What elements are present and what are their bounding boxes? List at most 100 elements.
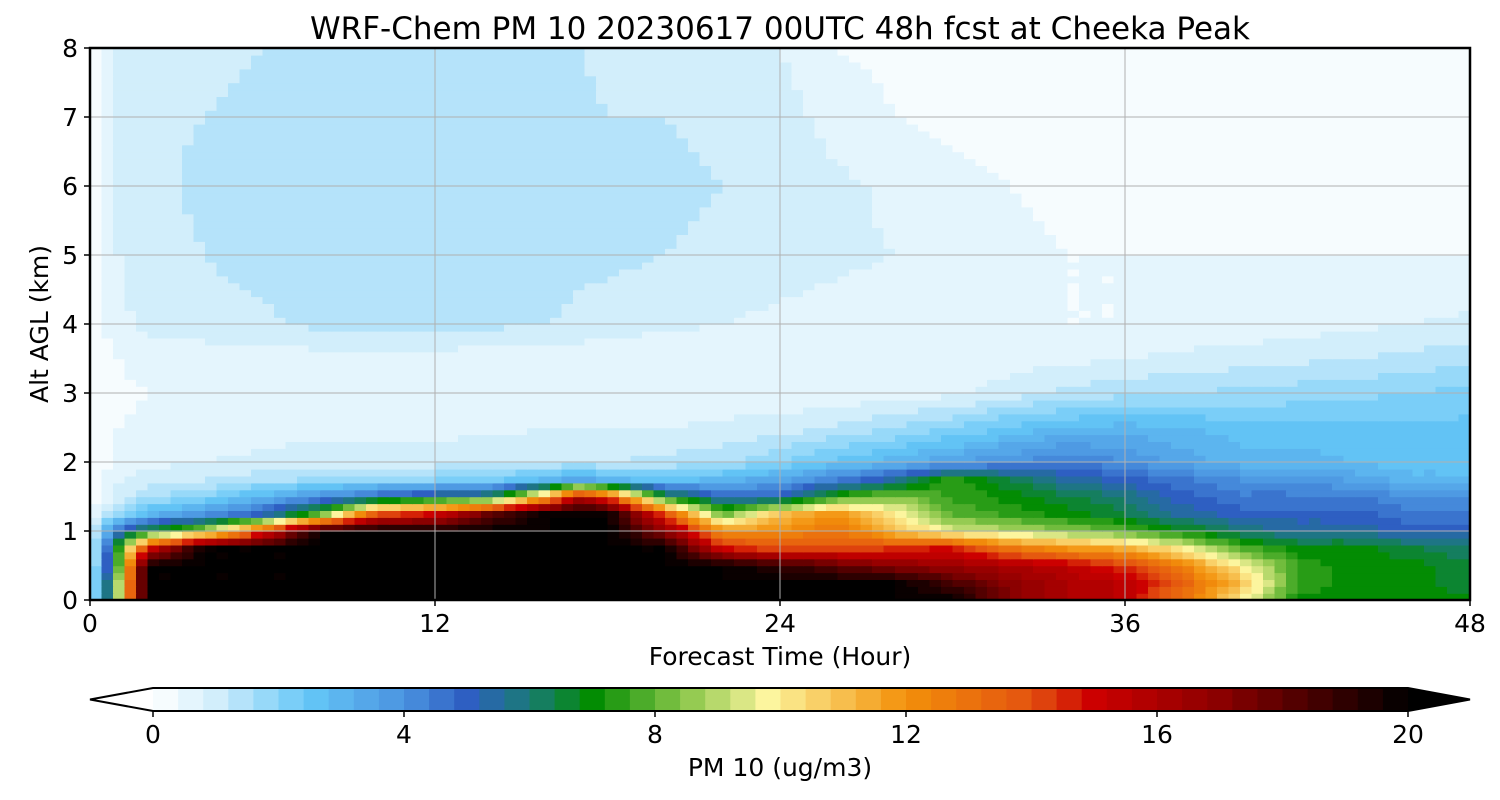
- heatmap-cell: [159, 393, 172, 401]
- heatmap-cell: [1412, 330, 1425, 339]
- heatmap-cell: [1286, 482, 1299, 491]
- heatmap-cell: [1056, 565, 1069, 574]
- heatmap-cell: [136, 579, 149, 587]
- heatmap-cell: [423, 531, 436, 539]
- heatmap-cell: [676, 579, 689, 587]
- heatmap-cell: [446, 310, 459, 318]
- heatmap-cell: [699, 434, 712, 442]
- heatmap-cell: [492, 510, 505, 518]
- heatmap-cell: [1435, 475, 1448, 484]
- heatmap-cell: [998, 324, 1011, 332]
- heatmap-cell: [159, 420, 172, 429]
- heatmap-cell: [780, 482, 793, 491]
- heatmap-cell: [400, 475, 413, 484]
- heatmap-cell: [987, 510, 1000, 518]
- heatmap-cell: [1044, 324, 1057, 332]
- heatmap-cell: [136, 365, 149, 373]
- heatmap-cell: [929, 420, 942, 429]
- heatmap-cell: [285, 344, 298, 353]
- heatmap-cell: [492, 517, 505, 525]
- heatmap-cell: [1297, 420, 1310, 429]
- heatmap-cell: [895, 365, 908, 373]
- heatmap-cell: [665, 310, 678, 318]
- heatmap-cell: [1102, 537, 1115, 546]
- heatmap-cell: [469, 406, 482, 415]
- heatmap-cell: [90, 372, 103, 380]
- heatmap-cell: [964, 565, 977, 574]
- heatmap-cell: [734, 524, 747, 532]
- heatmap-cell: [745, 482, 758, 491]
- heatmap-cell: [584, 482, 597, 491]
- heatmap-cell: [331, 330, 344, 339]
- heatmap-cell: [90, 551, 103, 560]
- heatmap-cell: [768, 358, 781, 367]
- heatmap-cell: [389, 544, 402, 553]
- heatmap-cell: [1297, 544, 1310, 553]
- heatmap-cell: [998, 517, 1011, 525]
- heatmap-cell: [182, 441, 195, 449]
- heatmap-cell: [860, 351, 873, 360]
- heatmap-cell: [1102, 503, 1115, 511]
- heatmap-cell: [90, 324, 103, 332]
- heatmap-cell: [251, 496, 264, 505]
- heatmap-cell: [791, 420, 804, 429]
- heatmap-cell: [1263, 351, 1276, 360]
- heatmap-cell: [1113, 351, 1126, 360]
- heatmap-cell: [1343, 386, 1356, 394]
- heatmap-cell: [170, 386, 183, 394]
- heatmap-cell: [1056, 365, 1069, 373]
- heatmap-cell: [1136, 358, 1149, 367]
- heatmap-cell: [1090, 448, 1103, 456]
- heatmap-cell: [1366, 448, 1379, 456]
- heatmap-cell: [1159, 455, 1172, 463]
- heatmap-cell: [745, 358, 758, 367]
- heatmap-cell: [1343, 420, 1356, 429]
- heatmap-cell: [1205, 462, 1218, 470]
- heatmap-cell: [412, 337, 425, 346]
- heatmap-cell: [377, 544, 390, 553]
- heatmap-cell: [998, 468, 1011, 477]
- heatmap-cell: [814, 517, 827, 525]
- heatmap-cell: [1079, 337, 1092, 346]
- heatmap-cell: [975, 482, 988, 491]
- heatmap-cell: [1136, 406, 1149, 415]
- heatmap-cell: [596, 324, 609, 332]
- heatmap-cell: [929, 462, 942, 470]
- heatmap-cell: [1171, 434, 1184, 442]
- heatmap-cell: [170, 565, 183, 574]
- heatmap-cell: [872, 310, 885, 318]
- heatmap-cell: [814, 531, 827, 539]
- heatmap-cell: [1240, 517, 1253, 525]
- heatmap-cell: [1309, 441, 1322, 449]
- heatmap-cell: [297, 379, 310, 387]
- heatmap-cell: [239, 441, 252, 449]
- heatmap-cell: [1401, 379, 1414, 387]
- heatmap-cell: [987, 344, 1000, 353]
- heatmap-cell: [1458, 324, 1470, 332]
- heatmap-cell: [1424, 531, 1437, 539]
- heatmap-cell: [849, 393, 862, 401]
- heatmap-cell: [377, 393, 390, 401]
- heatmap-cell: [331, 537, 344, 546]
- heatmap-cell: [1389, 468, 1402, 477]
- heatmap-cell: [630, 468, 643, 477]
- heatmap-cell: [170, 310, 183, 318]
- heatmap-cell: [1240, 475, 1253, 484]
- heatmap-cell: [308, 317, 321, 325]
- heatmap-cell: [1447, 531, 1460, 539]
- heatmap-cell: [929, 413, 942, 422]
- heatmap-cell: [860, 524, 873, 532]
- heatmap-cell: [1136, 489, 1149, 498]
- heatmap-cell: [538, 393, 551, 401]
- heatmap-cell: [1044, 413, 1057, 422]
- heatmap-cell: [124, 558, 137, 567]
- heatmap-cell: [964, 344, 977, 353]
- heatmap-cell: [1263, 337, 1276, 346]
- heatmap-cell: [1286, 441, 1299, 449]
- heatmap-cell: [826, 503, 839, 511]
- heatmap-cell: [147, 537, 160, 546]
- heatmap-cell: [1033, 413, 1046, 422]
- heatmap-cell: [1320, 510, 1333, 518]
- heatmap-cell: [1389, 317, 1402, 325]
- heatmap-cell: [837, 386, 850, 394]
